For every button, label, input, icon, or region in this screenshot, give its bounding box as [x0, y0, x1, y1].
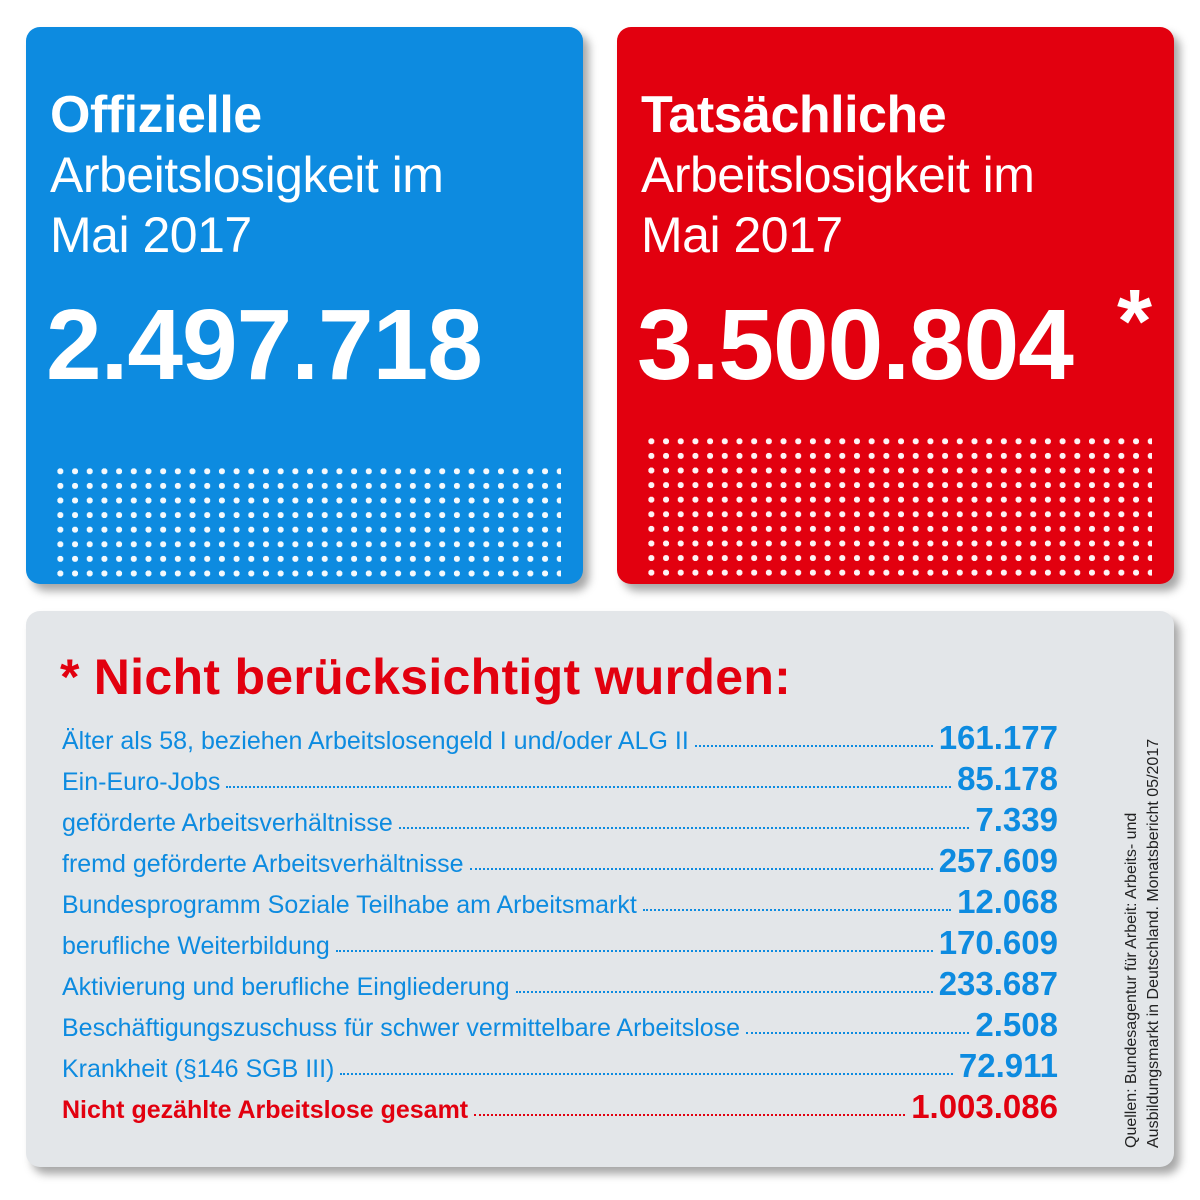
row-label: Aktivierung und berufliche Eingliederung [62, 973, 510, 1001]
row-label: Krankheit (§146 SGB III) [62, 1055, 335, 1083]
row-value: 170.609 [938, 924, 1058, 961]
source-text: Quellen: Bundesagentur für Arbeit: Arbei… [1121, 628, 1165, 1148]
actual-heading: Tatsächliche Arbeitslosigkeit im Mai 201… [641, 85, 1035, 265]
actual-footnote-asterisk: * [1117, 272, 1153, 372]
actual-unemployment-card: Tatsächliche Arbeitslosigkeit im Mai 201… [617, 27, 1174, 584]
source-line1: Quellen: Bundesagentur für Arbeit: Arbei… [1123, 812, 1140, 1148]
actual-heading-line1: Arbeitslosigkeit im [641, 147, 1035, 203]
dotted-leader [398, 827, 970, 829]
dotted-leader [340, 1073, 953, 1075]
row-label: geförderte Arbeitsverhältnisse [62, 809, 393, 837]
not-counted-title: * Nicht berücksichtigt wurden: [60, 647, 791, 707]
list-item: fremd geförderte Arbeitsverhältnisse 257… [62, 842, 1058, 883]
total-label: Nicht gezählte Arbeitslose gesamt [62, 1096, 469, 1124]
actual-heading-bold: Tatsächliche [641, 86, 947, 144]
list-item: Krankheit (§146 SGB III) 72.911 [62, 1047, 1058, 1088]
dotted-leader [694, 745, 933, 747]
list-item: Ein-Euro-Jobs 85.178 [62, 760, 1058, 801]
not-counted-panel: * Nicht berücksichtigt wurden: Älter als … [26, 611, 1174, 1167]
total-value: 1.003.086 [911, 1088, 1058, 1125]
row-value: 85.178 [957, 760, 1058, 797]
row-value: 233.687 [938, 965, 1058, 1002]
official-heading-line2: Mai 2017 [50, 207, 252, 263]
dotted-leader [226, 786, 952, 788]
row-label: Ein-Euro-Jobs [62, 768, 221, 796]
list-item: Beschäftigungszuschuss für schwer vermit… [62, 1006, 1058, 1047]
row-label: Beschäftigungszuschuss für schwer vermit… [62, 1014, 741, 1042]
source-note: Quellen: Bundesagentur für Arbeit: Arbei… [1113, 628, 1165, 1148]
dot-pattern-decoration [53, 464, 561, 579]
row-value: 72.911 [958, 1047, 1058, 1084]
dotted-leader [642, 909, 952, 911]
list-item: Bundesprogramm Soziale Teilhabe am Arbei… [62, 883, 1058, 924]
total-row: Nicht gezählte Arbeitslose gesamt 1.003.… [62, 1088, 1058, 1129]
list-item: Aktivierung und berufliche Eingliederung… [62, 965, 1058, 1006]
official-heading-bold: Offizielle [50, 86, 262, 144]
dot-pattern-decoration [644, 434, 1152, 579]
title-asterisk: * [60, 649, 80, 705]
dotted-leader [469, 868, 933, 870]
list-item: geförderte Arbeitsverhältnisse 7.339 [62, 801, 1058, 842]
row-value: 12.068 [957, 883, 1058, 920]
source-line2: Ausbildungsmarkt in Deutschland. Monatsb… [1145, 738, 1162, 1148]
official-unemployment-card: Offizielle Arbeitslosigkeit im Mai 2017 … [26, 27, 583, 584]
row-label: berufliche Weiterbildung [62, 932, 330, 960]
official-number: 2.497.718 [46, 289, 483, 401]
dotted-leader [474, 1114, 906, 1116]
not-counted-title-text: Nicht berücksichtigt wurden: [93, 649, 792, 705]
list-item: berufliche Weiterbildung 170.609 [62, 924, 1058, 965]
row-value: 7.339 [975, 801, 1058, 838]
not-counted-list: Älter als 58, beziehen Arbeitslosengeld … [62, 719, 1058, 1129]
dotted-leader [515, 991, 933, 993]
actual-number: 3.500.804 [637, 289, 1074, 401]
official-heading: Offizielle Arbeitslosigkeit im Mai 2017 [50, 85, 444, 265]
official-heading-line1: Arbeitslosigkeit im [50, 147, 444, 203]
row-label: Älter als 58, beziehen Arbeitslosengeld … [62, 727, 689, 755]
row-label: Bundesprogramm Soziale Teilhabe am Arbei… [62, 891, 637, 919]
row-value: 161.177 [938, 719, 1058, 756]
row-value: 257.609 [938, 842, 1058, 879]
dotted-leader [746, 1032, 970, 1034]
row-value: 2.508 [975, 1006, 1058, 1043]
dotted-leader [335, 950, 933, 952]
row-label: fremd geförderte Arbeitsverhältnisse [62, 850, 464, 878]
actual-heading-line2: Mai 2017 [641, 207, 843, 263]
list-item: Älter als 58, beziehen Arbeitslosengeld … [62, 719, 1058, 760]
